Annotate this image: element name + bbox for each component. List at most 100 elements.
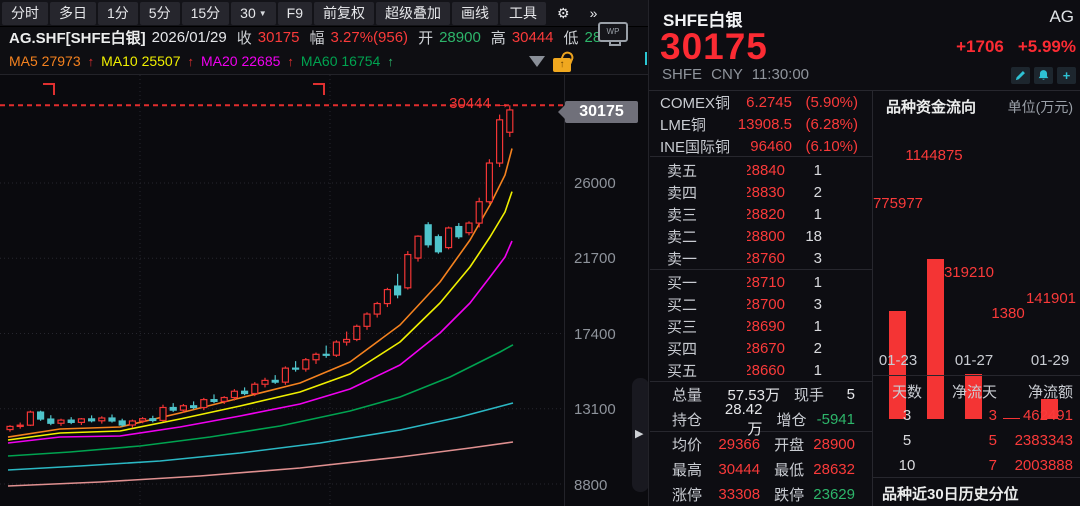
avg-open-row: 均价 29366 开盘 28900 — [672, 436, 855, 454]
price-change-pct: +5.99% — [1017, 37, 1076, 56]
tab-draw-line[interactable]: 画线 — [452, 2, 499, 25]
open-interest-row: 持仓 28.42万 增仓 -5941 — [672, 400, 855, 438]
ask-price: 28820 — [747, 205, 785, 223]
instrument-name: SHFE白银 — [663, 11, 743, 30]
max-price-label: 30444 → — [449, 95, 510, 112]
bid-row-3[interactable]: 买三 28690 1 — [667, 317, 822, 336]
bid-row-2[interactable]: 买二 28700 3 — [667, 295, 822, 314]
open-label: 开 — [418, 30, 434, 47]
ask-row-4[interactable]: 卖四 28830 2 — [667, 183, 822, 202]
tab-multiday[interactable]: 多日 — [50, 2, 96, 25]
fund-flow-unit: 单位(万元) — [1007, 99, 1073, 115]
floating-window-monitor-icon[interactable]: WP — [598, 22, 628, 46]
legend-collapse-triangle-icon[interactable] — [529, 56, 545, 67]
axis-tick: 8800 — [574, 477, 608, 494]
bar-value-label: 1144875 — [905, 147, 963, 164]
quote-left-column: COMEX铜 6.2745 (5.90%) LME铜 13908.5 (6.28… — [650, 91, 872, 506]
tab-timeline[interactable]: 分时 — [2, 2, 48, 25]
bar-value-label: 141901 — [1025, 290, 1077, 307]
ma-legend-row: MA5 27973 ↑ MA10 25507 ↑ MA20 22685 ↑ MA… — [0, 48, 648, 75]
axis-tick: 21700 — [574, 250, 616, 267]
watchlist-row[interactable]: INE国际铜 96460 (6.10%) — [660, 137, 858, 156]
bar-value-label: 1380 — [991, 305, 1025, 322]
price-change: +1706 — [956, 37, 1004, 56]
limit-row: 涨停 33308 跌停 23629 — [672, 486, 855, 504]
ma5-up-arrow-icon: ↑ — [87, 53, 95, 69]
tab-tools[interactable]: 工具 — [500, 2, 547, 25]
bid-row-1[interactable]: 买一 28710 1 — [667, 273, 822, 292]
chevron-down-icon: ▼ — [258, 9, 267, 18]
axis-tick: 26000 — [574, 175, 616, 192]
tab-super-overlay[interactable]: 超级叠加 — [376, 2, 451, 25]
add-plus-icon[interactable]: + — [1057, 67, 1076, 84]
netflow-row: 3 3 462491 — [902, 407, 1073, 424]
axis-tick: 13100 — [574, 401, 616, 418]
watchlist-row[interactable]: LME铜 13908.5 (6.28%) — [660, 115, 858, 134]
ask-row-1[interactable]: 卖一 28760 3 — [667, 249, 822, 268]
panel-collapse-scrollbar[interactable] — [632, 378, 649, 492]
bid-qty: 1 — [813, 361, 822, 379]
range-value: 3.27%(956) — [330, 29, 409, 46]
edit-pencil-icon[interactable] — [1011, 67, 1030, 84]
high-label: 高 — [490, 30, 506, 47]
high-value: 30444 — [511, 29, 554, 46]
bar-date-label: 01-27 — [954, 352, 994, 369]
current-price-tag: 30175 — [558, 101, 638, 123]
unlocked-padlock-icon[interactable]: ↑ — [552, 49, 576, 73]
tab-f9[interactable]: F9 — [277, 2, 313, 25]
divider — [873, 477, 1080, 478]
tab-30min-dropdown[interactable]: 30 ▼ — [231, 2, 276, 25]
date-label: 2026/01/29 — [151, 29, 227, 46]
quote-panel: SHFE白银 AG 30175 +1706 +5.99% SHFE CNY 11… — [648, 0, 1080, 506]
netflow-header: 天数 净流天 净流额 — [891, 383, 1073, 401]
last-price: 30175 — [660, 26, 768, 67]
ma60-legend: MA60 16754 — [300, 53, 381, 69]
settings-gear-icon[interactable]: ⚙ — [557, 5, 570, 21]
ask-row-5[interactable]: 卖五 28840 1 — [667, 161, 822, 180]
ma60-up-arrow-icon: ↑ — [387, 53, 394, 69]
fund-flow-title: 品种资金流向 — [886, 99, 977, 116]
bid-qty: 3 — [813, 295, 822, 313]
bid-row-4[interactable]: 买四 28670 2 — [667, 339, 822, 358]
alert-bell-icon[interactable] — [1034, 67, 1053, 84]
ask-price: 28830 — [747, 183, 785, 201]
ask-price: 28760 — [747, 249, 785, 267]
ask-qty: 3 — [813, 249, 822, 267]
bar-value-label: 775977 — [872, 195, 924, 212]
history-percentile-title: 品种近30日历史分位 — [882, 486, 1019, 503]
low-label: 低 — [563, 30, 579, 47]
quote-info-row: AG.SHF[SHFE白银] 2026/01/29 收 30175 幅 3.27… — [0, 27, 648, 48]
toolbar: 分时 多日 1分 5分 15分 30 ▼ F9 前复权 超级叠加 画线 工具 ⚙… — [0, 0, 648, 27]
ask-qty: 2 — [813, 183, 822, 201]
ask-qty: 18 — [805, 227, 822, 245]
bid-qty: 1 — [813, 317, 822, 335]
bid-row-5[interactable]: 买五 28660 1 — [667, 361, 822, 380]
bid-qty: 1 — [813, 273, 822, 291]
tab-1min[interactable]: 1分 — [98, 2, 138, 25]
bar-date-label: 01-23 — [878, 352, 918, 369]
axis-tick: 17400 — [574, 326, 616, 343]
tab-forward-adjusted[interactable]: 前复权 — [314, 2, 375, 25]
bid-price: 28670 — [747, 339, 785, 357]
fund-flow-bar — [1003, 418, 1020, 419]
candlestick-chart[interactable] — [0, 75, 565, 506]
panel-collapse-arrow-icon[interactable]: ▶ — [635, 428, 644, 440]
watchlist-row[interactable]: COMEX铜 6.2745 (5.90%) — [660, 93, 858, 112]
ask-qty: 1 — [813, 205, 822, 223]
divider — [872, 91, 873, 506]
ma20-legend: MA20 22685 — [201, 53, 281, 69]
bar-date-label: 01-29 — [1030, 352, 1070, 369]
ask-row-3[interactable]: 卖三 28820 1 — [667, 205, 822, 224]
tab-5min[interactable]: 5分 — [139, 2, 180, 25]
range-label: 幅 — [309, 30, 325, 47]
fund-flow-bar — [889, 311, 906, 419]
instrument-code: AG — [1049, 7, 1074, 26]
more-chevrons-icon[interactable]: » — [589, 5, 598, 21]
high-low-row: 最高 30444 最低 28632 — [672, 461, 855, 479]
netflow-row: 10 7 2003888 — [898, 457, 1073, 474]
bid-price: 28710 — [747, 273, 785, 291]
ask-row-2[interactable]: 卖二 28800 18 — [667, 227, 822, 246]
volume-row: 总量 57.53万 现手 5 — [672, 386, 855, 404]
tab-15min[interactable]: 15分 — [181, 2, 230, 25]
